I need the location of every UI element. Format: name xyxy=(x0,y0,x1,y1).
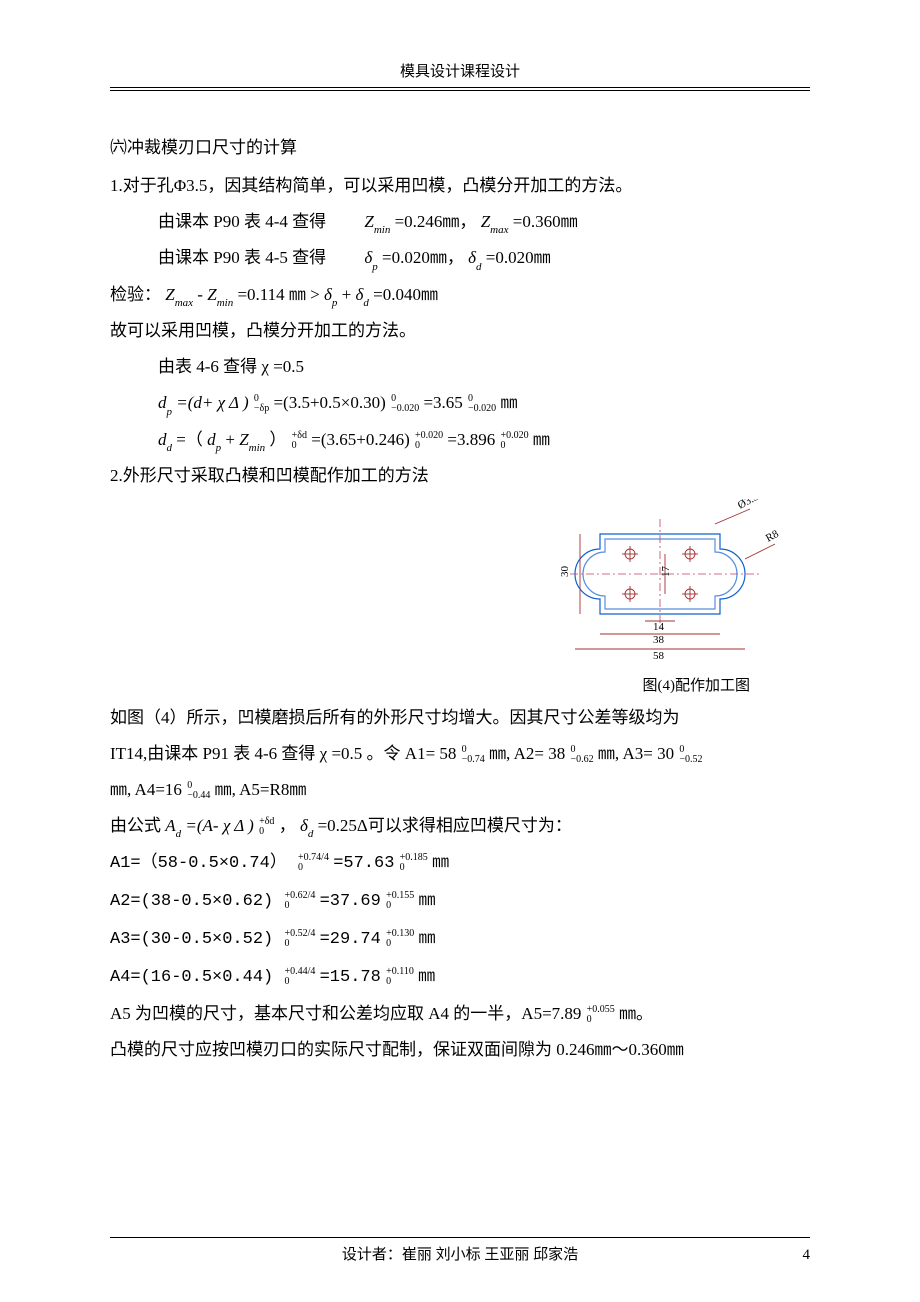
eq-a4: A4=(16-0.5×0.44) +0.44/40 =15.78 +0.1100… xyxy=(110,959,810,995)
expr: =3.65 xyxy=(423,393,462,412)
expr: =3.896 xyxy=(447,430,495,449)
text: =0.114 ㎜ > xyxy=(237,285,324,304)
para-1: 1.对于孔Φ3.5，因其结构简单，可以采用凹模，凸模分开加工的方法。 xyxy=(110,169,810,203)
equation-dp: dp =(d+ χ Δ ) 0−δp =(3.5+0.5×0.30) 0−0.0… xyxy=(110,386,810,420)
para-3: 故可以采用凹模，凸模分开加工的方法。 xyxy=(110,314,810,348)
var-delta-p: δp xyxy=(364,248,377,267)
val: =0.360㎜ xyxy=(508,212,577,231)
unit: ㎜ xyxy=(418,928,435,947)
eq-a5: A5 为凹模的尺寸，基本尺寸和公差均应取 A4 的一半，A5=7.89 +0.0… xyxy=(110,997,810,1031)
figure-row: 30 17 14 38 58 Ø3.5 R8 xyxy=(110,499,810,669)
expr: =29.74 xyxy=(320,930,381,949)
expr: A4=(16-0.5×0.44) xyxy=(110,968,283,987)
expr: =（ xyxy=(176,430,203,449)
var-delta-d: δd xyxy=(468,248,481,267)
text: 由公式 xyxy=(110,816,165,835)
unit: ㎜。 xyxy=(619,1004,653,1023)
var-zmin: Zmin xyxy=(364,212,390,231)
eq-a1: A1=（58-0.5×0.74） +0.74/40 =57.63 +0.1850… xyxy=(110,845,810,881)
text: 由课本 P90 表 4-5 查得 xyxy=(158,248,364,267)
svg-text:58: 58 xyxy=(653,650,665,662)
val: =0.020㎜， xyxy=(378,248,464,267)
unit: ㎜ xyxy=(500,393,517,412)
var-zmax: Zmax xyxy=(481,212,509,231)
expr: A2=(38-0.5×0.62) xyxy=(110,892,283,911)
text: ㎜, A5=R8㎜ xyxy=(215,780,307,799)
text: =0.040㎜ xyxy=(373,285,438,304)
para-1b: 由课本 P90 表 4-5 查得 δp =0.020㎜， δd =0.020㎜ xyxy=(110,241,810,275)
section-2-title: 2.外形尺寸采取凸模和凹模配作加工的方法 xyxy=(110,459,810,493)
page-number: 4 xyxy=(803,1247,811,1264)
text: ㎜, A3= 30 xyxy=(598,744,674,763)
text: ㎜, A4=16 xyxy=(110,780,182,799)
unit: ㎜ xyxy=(418,890,435,909)
body2-last: 凸模的尺寸应按凹模刃口的实际尺寸配制，保证双面间隙为 0.246㎜～0.360㎜ xyxy=(110,1033,810,1067)
text: + xyxy=(342,285,356,304)
text: ㎜, A2= 38 xyxy=(489,744,565,763)
val: =0.246㎜， xyxy=(390,212,476,231)
page-header: 模具设计课程设计 xyxy=(110,60,810,88)
unit: ㎜ xyxy=(418,966,435,985)
expr: A3=(30-0.5×0.52) xyxy=(110,930,283,949)
expr: =15.78 xyxy=(320,968,381,987)
figure-caption: 图(4)配作加工图 xyxy=(110,671,810,701)
text: 由课本 P90 表 4-4 查得 xyxy=(158,212,360,231)
svg-text:17: 17 xyxy=(660,565,672,577)
header-title: 模具设计课程设计 xyxy=(400,64,520,80)
machining-diagram: 30 17 14 38 58 Ø3.5 R8 xyxy=(550,499,810,669)
expr: A1=（58-0.5×0.74） xyxy=(110,854,297,873)
expr: =37.69 xyxy=(320,892,381,911)
body2-p2: 由公式 Ad =(A- χ Δ ) +δd0 ， δd =0.25Δ可以求得相应… xyxy=(110,809,810,843)
expr: =(A- χ Δ ) xyxy=(185,816,253,835)
val: =0.020㎜ xyxy=(482,248,551,267)
text: ） xyxy=(269,430,286,449)
designers: 设计者：崔丽 刘小标 王亚丽 邱家浩 xyxy=(342,1247,578,1263)
page-footer: 设计者：崔丽 刘小标 王亚丽 邱家浩 xyxy=(0,1243,920,1264)
expr: =57.63 xyxy=(333,854,394,873)
footer-rule xyxy=(110,1237,810,1238)
expr: =(3.5+0.5×0.30) xyxy=(273,393,390,412)
text: ， xyxy=(279,816,300,835)
para-2: 检验： Zmax - Zmin =0.114 ㎜ > δp + δd =0.04… xyxy=(110,278,810,312)
text: A5 为凹模的尺寸，基本尺寸和公差均应取 A4 的一半，A5=7.89 xyxy=(110,1004,581,1023)
eq-a3: A3=(30-0.5×0.52) +0.52/40 =29.74 +0.1300… xyxy=(110,921,810,957)
equation-dd: dd =（ dp + Zmin ） +δd0 =(3.65+0.246) +0.… xyxy=(110,423,810,457)
text: =0.25Δ可以求得相应凹模尺寸为： xyxy=(318,816,572,835)
svg-text:38: 38 xyxy=(653,634,665,646)
text: IT14,由课本 P91 表 4-6 查得 χ =0.5 。令 A1= 58 xyxy=(110,744,456,763)
eq-a2: A2=(38-0.5×0.62) +0.62/40 =37.69 +0.1550… xyxy=(110,883,810,919)
body2-p1b: IT14,由课本 P91 表 4-6 查得 χ =0.5 。令 A1= 58 0… xyxy=(110,737,810,771)
para-4: 由表 4-6 查得 χ =0.5 xyxy=(110,350,810,384)
text: 检验： xyxy=(110,285,161,304)
svg-text:30: 30 xyxy=(559,565,571,577)
text: + xyxy=(225,430,239,449)
expr: =(3.65+0.246) xyxy=(311,430,410,449)
section-6-title: ㈥冲裁模刃口尺寸的计算 xyxy=(110,131,810,165)
unit: ㎜ xyxy=(533,430,550,449)
unit: ㎜ xyxy=(432,852,449,871)
document-body: ㈥冲裁模刃口尺寸的计算 1.对于孔Φ3.5，因其结构简单，可以采用凹模，凸模分开… xyxy=(110,131,810,1067)
para-1a: 由课本 P90 表 4-4 查得 Zmin =0.246㎜， Zmax =0.3… xyxy=(110,205,810,239)
svg-text:14: 14 xyxy=(653,621,665,633)
body2-p1a: 如图（4）所示，凹模磨损后所有的外形尺寸均增大。因其尺寸公差等级均为 xyxy=(110,701,810,735)
expr: =(d+ χ Δ ) xyxy=(176,393,248,412)
svg-text:R8: R8 xyxy=(764,528,781,545)
header-rule xyxy=(110,90,810,91)
text: - xyxy=(197,285,207,304)
body2-p1c: ㎜, A4=16 0−0.44 ㎜, A5=R8㎜ xyxy=(110,773,810,807)
